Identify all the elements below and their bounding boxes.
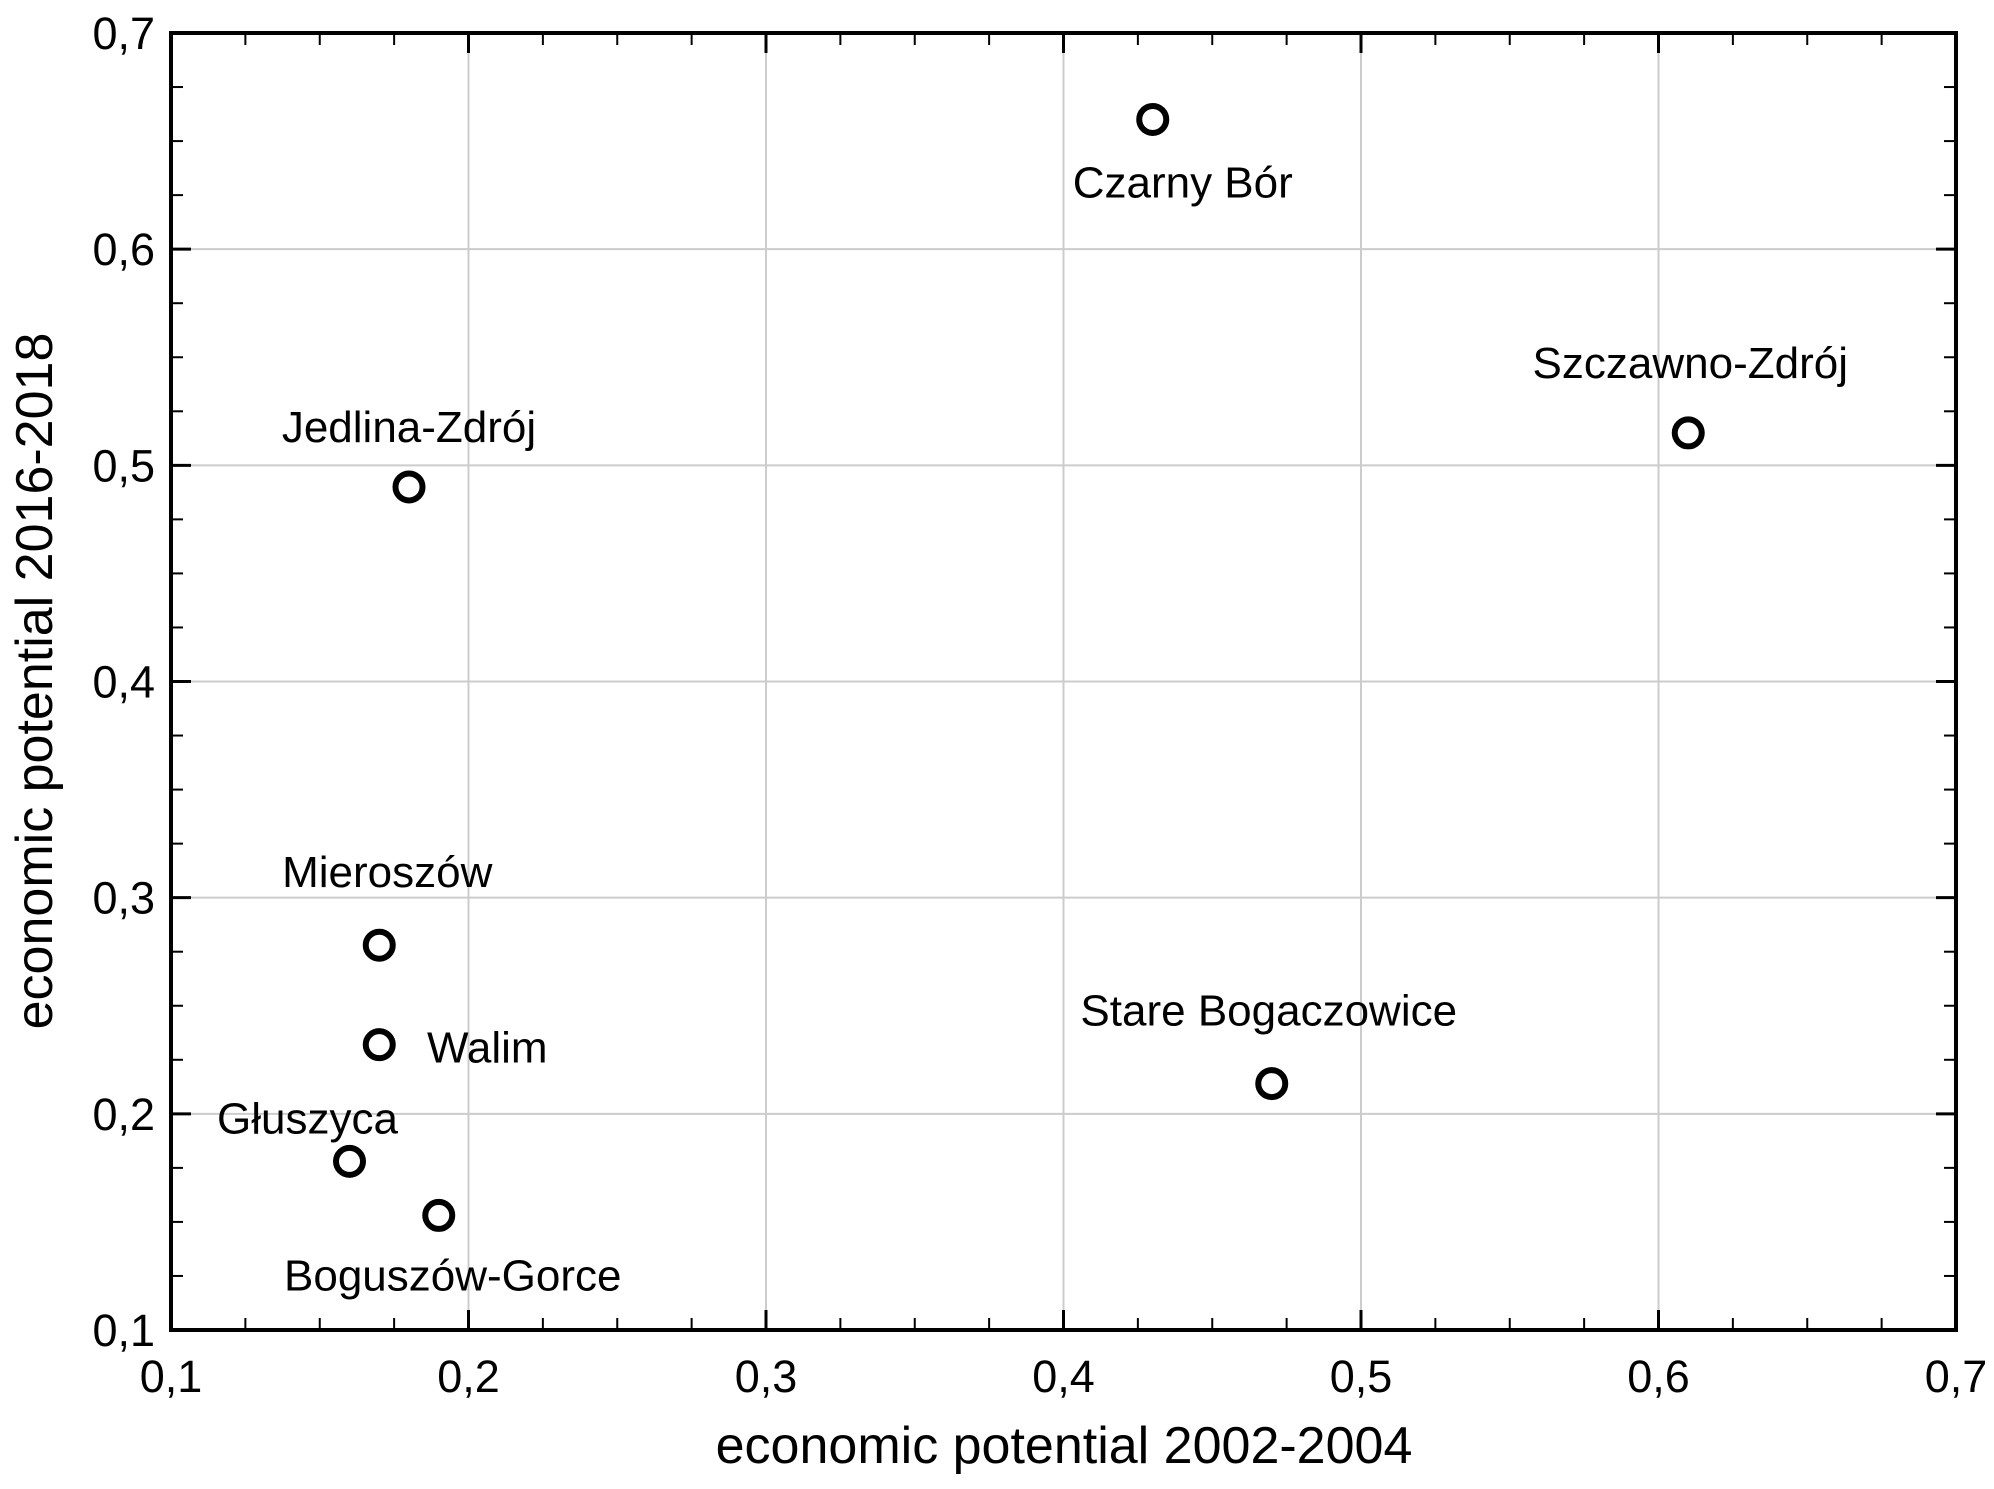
data-point-label: Szczawno-Zdrój — [1533, 339, 1848, 388]
x-tick-label: 0,3 — [735, 1351, 798, 1402]
data-point-label: Jedlina-Zdrój — [282, 403, 536, 452]
data-point-marker — [362, 1028, 396, 1062]
data-point-label: Czarny Bór — [1073, 158, 1293, 207]
data-point-label: Mieroszów — [282, 848, 492, 897]
y-tick-label: 0,4 — [92, 657, 155, 708]
x-tick-label: 0,6 — [1627, 1351, 1690, 1402]
data-point-label: Stare Bogaczowice — [1080, 987, 1457, 1036]
y-tick-label: 0,1 — [92, 1305, 155, 1356]
data-point-marker — [1255, 1067, 1289, 1101]
x-tick-label: 0,2 — [437, 1351, 500, 1402]
y-tick-label: 0,2 — [92, 1089, 155, 1140]
x-tick-label: 0,4 — [1032, 1351, 1095, 1402]
y-tick-label: 0,3 — [92, 873, 155, 924]
data-point-label: Walim — [427, 1024, 548, 1073]
data-point-marker — [362, 928, 396, 962]
tick-marks-layer — [171, 33, 1956, 1330]
x-tick-label: 0,5 — [1330, 1351, 1393, 1402]
x-tick-label: 0,1 — [140, 1351, 203, 1402]
x-tick-label: 0,7 — [1925, 1351, 1988, 1402]
data-point-marker — [1136, 102, 1170, 136]
data-point-marker — [333, 1144, 366, 1178]
x-axis-title: economic potential 2002-2004 — [716, 1417, 1413, 1475]
tick-labels-layer: 0,1 0,2 0,3 0,4 0,5 0,6 0,7 0,1 0,2 0,3 0,4 0,5 0,6 0… — [92, 8, 1987, 1402]
data-points-layer: Czarny Bór Szczawno-Zdrój Jedlina-Zdrój Mie… — [217, 102, 1848, 1300]
y-tick-label: 0,6 — [92, 224, 155, 275]
data-point-marker — [392, 470, 426, 504]
data-point-label: Boguszów-Gorce — [284, 1251, 621, 1300]
data-point-marker — [1671, 416, 1705, 450]
data-point-marker — [422, 1198, 456, 1232]
y-tick-label: 0,5 — [92, 440, 155, 491]
data-point-label: Głuszyca — [217, 1094, 398, 1143]
y-tick-label: 0,7 — [92, 8, 155, 59]
gridlines-layer — [171, 33, 1956, 1330]
y-axis-title: economic potential 2016-2018 — [6, 333, 64, 1030]
